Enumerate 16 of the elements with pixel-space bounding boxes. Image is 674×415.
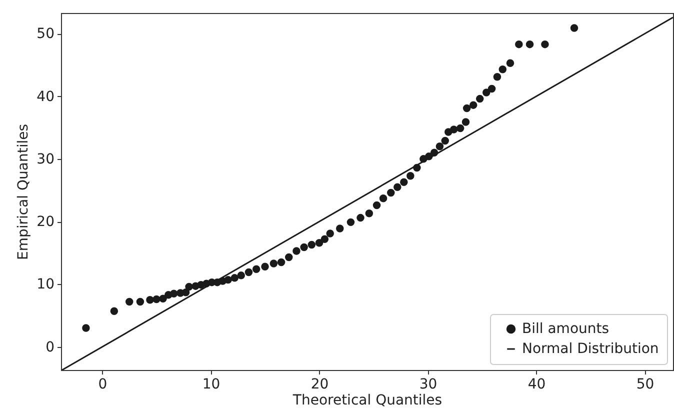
legend-label: Normal Distribution (522, 341, 659, 357)
y-tick-label: 30 (36, 151, 54, 168)
y-axis-title: Empirical Quantiles (16, 124, 32, 260)
x-axis-title: Theoretical Quantiles (292, 392, 442, 408)
y-tick-label: 50 (36, 26, 54, 42)
y-tick-label: 0 (46, 339, 54, 356)
x-tick-label: 10 (202, 376, 220, 392)
x-tick-label: 40 (528, 376, 546, 392)
y-tick-label: 10 (36, 276, 54, 293)
x-tick-label: 0 (98, 376, 108, 392)
x-tick-label: 50 (636, 376, 654, 392)
x-tick-label: 30 (419, 376, 438, 392)
y-tick-label: 20 (36, 214, 54, 230)
x-tick-label: 20 (310, 376, 329, 392)
legend-label: Bill amounts (522, 321, 610, 337)
y-tick-label: 40 (36, 88, 54, 105)
